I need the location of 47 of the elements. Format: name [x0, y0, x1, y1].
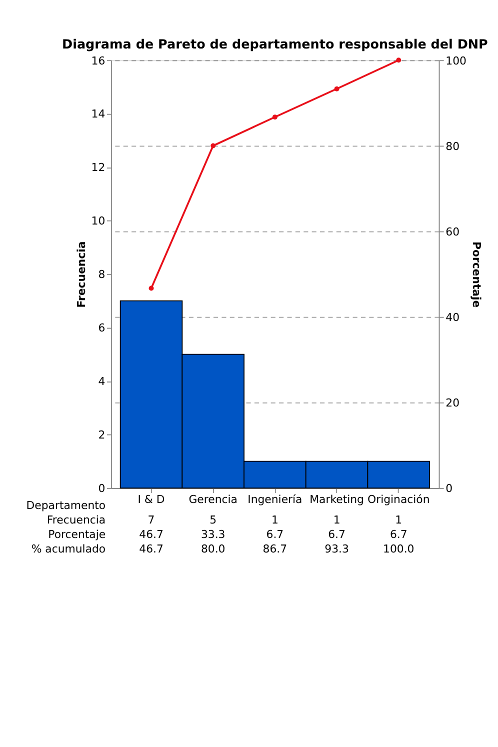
point — [272, 114, 278, 120]
text: 6.7 — [328, 528, 346, 542]
point — [334, 86, 340, 92]
x-tick-label: Ingeniería — [248, 493, 302, 506]
y2-axis-title: Porcentaje — [470, 241, 483, 308]
text: 6.7 — [266, 528, 284, 542]
y2-tick-label: 40 — [446, 310, 460, 324]
text: Porcentaje — [48, 528, 106, 542]
text: Frecuencia — [46, 514, 106, 527]
y-axis-title: Frecuencia — [74, 241, 88, 308]
x-tick-label: Gerencia — [188, 493, 238, 506]
text: 46.7 — [139, 528, 164, 542]
data-label: 93.3 — [324, 542, 349, 556]
y-tick-label: 4 — [98, 375, 106, 388]
y2-tick-label: 80 — [446, 140, 460, 153]
data-label: 100.0 — [383, 542, 414, 556]
text: 6.7 — [390, 528, 408, 542]
y-tick-label: 2 — [98, 428, 106, 442]
y-tick-label: 6 — [98, 322, 106, 335]
data-label: 46.7 — [139, 542, 164, 556]
data-label: 1 — [333, 514, 340, 527]
data-label: 80.0 — [200, 542, 226, 556]
data-label: 1 — [271, 514, 278, 527]
text: 33.3 — [200, 528, 226, 542]
x-axis-title: Departamento — [26, 498, 106, 512]
point — [210, 143, 216, 148]
chart-title: Diagrama de Pareto de departamento responsable del DNP — [62, 37, 488, 52]
y2-tick-label: 0 — [446, 482, 453, 496]
x-tick-label: Originación — [367, 493, 430, 506]
y-tick-label: 8 — [98, 268, 106, 282]
y-tick-label: 16 — [91, 54, 106, 68]
point — [148, 286, 154, 291]
data-label: 5 — [210, 514, 217, 527]
data-label: 1 — [395, 514, 402, 527]
y-tick-label: 10 — [91, 214, 106, 228]
x-tick-label: I & D — [138, 493, 165, 506]
data-label: 86.7 — [262, 542, 288, 556]
y2-tick-label: 60 — [446, 225, 460, 238]
data-label: 7 — [148, 514, 155, 527]
x-tick-label: Marketing — [310, 493, 364, 506]
y-tick-label: 14 — [91, 108, 106, 121]
y2-tick-label: 20 — [446, 396, 460, 410]
point — [396, 58, 402, 63]
text: % acumulado — [31, 542, 106, 556]
y-tick-label: 12 — [91, 161, 106, 174]
y2-tick-label: 100 — [446, 54, 467, 68]
y-tick-label: 0 — [98, 482, 106, 496]
